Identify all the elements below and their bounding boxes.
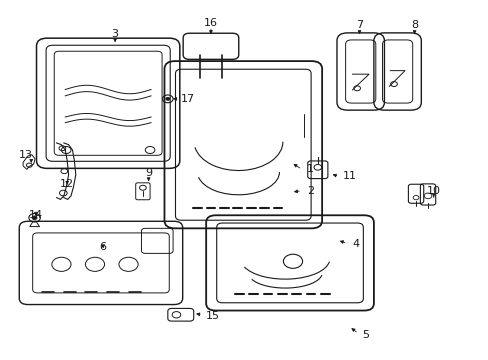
Text: 7: 7 <box>355 20 362 30</box>
Text: 1: 1 <box>306 165 313 174</box>
Circle shape <box>32 216 37 220</box>
Text: 16: 16 <box>203 18 218 28</box>
Text: 3: 3 <box>111 28 119 39</box>
Text: 12: 12 <box>60 179 74 189</box>
Text: 17: 17 <box>181 94 195 104</box>
Text: 4: 4 <box>351 239 359 248</box>
Text: 15: 15 <box>206 311 220 321</box>
Text: 11: 11 <box>342 171 356 181</box>
Circle shape <box>165 98 169 100</box>
Text: 9: 9 <box>145 168 152 178</box>
Text: 10: 10 <box>426 186 440 195</box>
Text: 13: 13 <box>19 150 32 160</box>
Text: 8: 8 <box>410 20 417 30</box>
Text: 6: 6 <box>100 242 106 252</box>
Text: 14: 14 <box>29 210 43 220</box>
Text: 5: 5 <box>361 330 368 340</box>
Text: 2: 2 <box>306 186 313 195</box>
